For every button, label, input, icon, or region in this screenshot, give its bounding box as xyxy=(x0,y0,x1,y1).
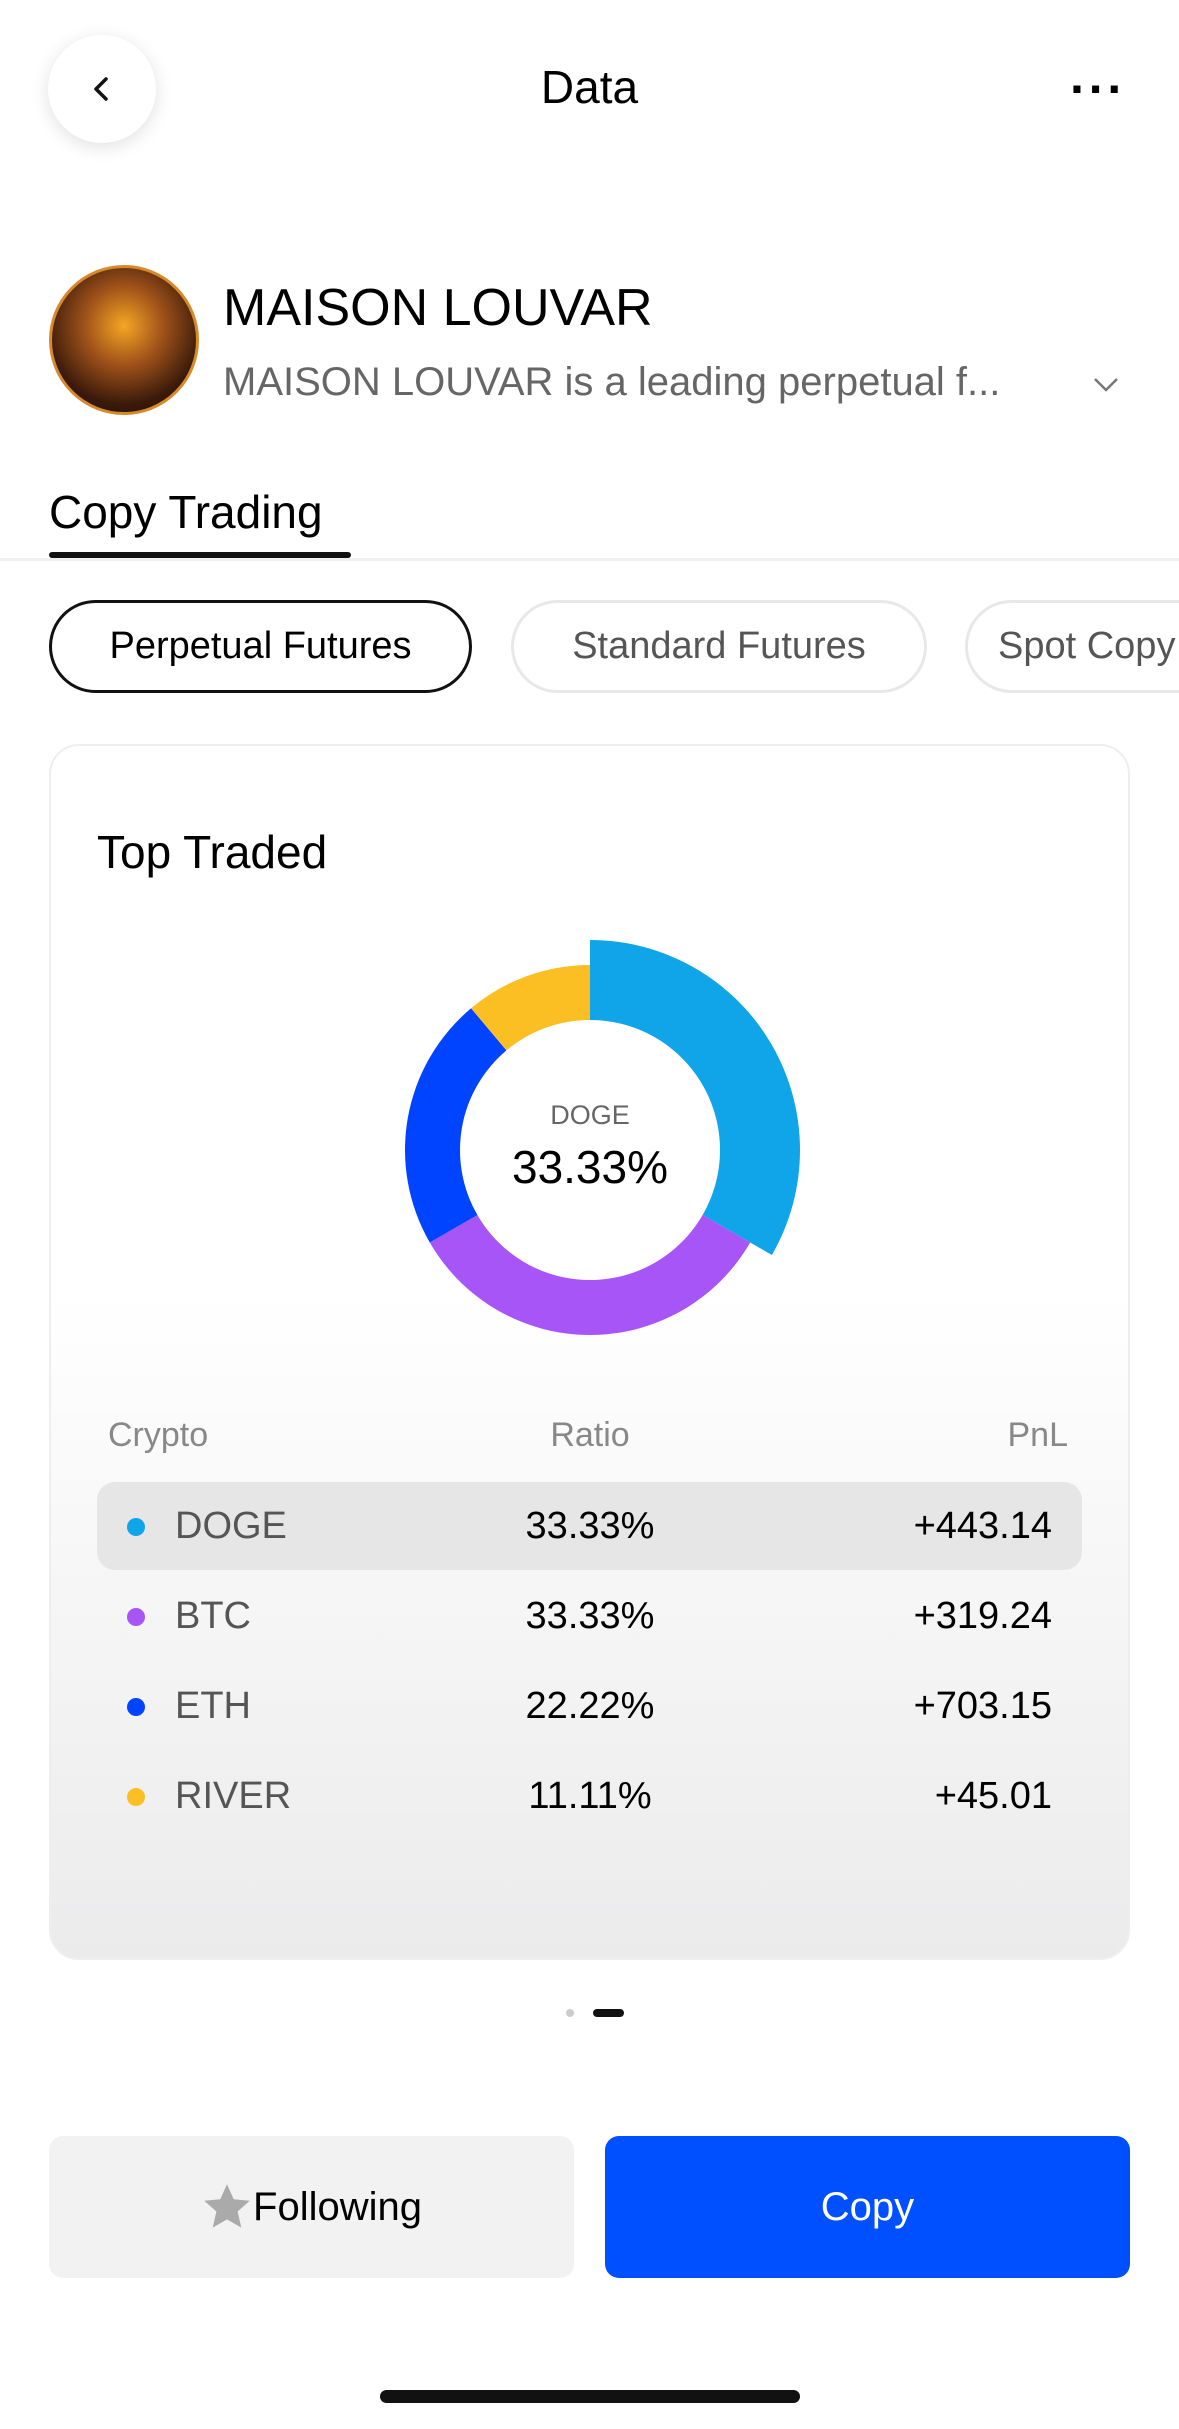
more-horizontal-icon[interactable]: ··· xyxy=(1070,61,1126,117)
table-row[interactable]: DOGE 33.33% +443.14 xyxy=(97,1482,1082,1570)
crypto-name: BTC xyxy=(175,1595,251,1637)
col-ratio: Ratio xyxy=(550,1416,630,1454)
copy-button[interactable]: Copy xyxy=(605,2136,1130,2278)
crypto-name: ETH xyxy=(175,1685,251,1727)
pager-dot-1[interactable] xyxy=(566,2009,574,2017)
chevron-left-icon xyxy=(94,77,108,101)
pnl-value: +319.24 xyxy=(913,1595,1052,1637)
table-row[interactable]: ETH 22.22% +703.15 xyxy=(97,1662,1082,1750)
color-dot xyxy=(127,1788,145,1806)
tab-divider xyxy=(0,558,1179,561)
pnl-value: +443.14 xyxy=(913,1505,1052,1547)
pager-dot-2-active[interactable] xyxy=(593,2009,624,2017)
color-dot xyxy=(127,1518,145,1536)
pnl-value: +45.01 xyxy=(934,1775,1052,1817)
col-pnl: PnL xyxy=(1007,1416,1069,1454)
col-crypto: Crypto xyxy=(108,1416,209,1454)
trader-name: MAISON LOUVAR xyxy=(223,279,653,337)
slice-btc[interactable] xyxy=(429,1215,751,1335)
donut-center-label: DOGE xyxy=(550,1100,630,1130)
table-row[interactable]: RIVER 11.11% +45.01 xyxy=(97,1752,1082,1840)
pnl-value: +703.15 xyxy=(913,1685,1052,1727)
filter-standard-futures[interactable]: Standard Futures xyxy=(511,600,927,693)
card-title: Top Traded xyxy=(97,826,328,878)
donut-chart xyxy=(405,940,800,1335)
slice-river[interactable] xyxy=(471,965,590,1051)
tab-copy-trading[interactable]: Copy Trading xyxy=(49,486,323,538)
color-dot xyxy=(127,1698,145,1716)
back-button[interactable] xyxy=(48,35,156,143)
filter-perpetual-futures[interactable]: Perpetual Futures xyxy=(49,600,472,693)
following-label: Following xyxy=(253,2184,422,2229)
donut-center-value: 33.33% xyxy=(511,1141,668,1193)
home-indicator xyxy=(380,2390,800,2403)
tab-indicator xyxy=(49,552,351,558)
table-row[interactable]: BTC 33.33% +319.24 xyxy=(97,1572,1082,1660)
top-traded-card xyxy=(49,744,1130,1960)
following-button[interactable]: Following xyxy=(49,2136,574,2278)
crypto-name: RIVER xyxy=(175,1775,292,1817)
trader-description[interactable]: MAISON LOUVAR is a leading perpetual f..… xyxy=(223,360,1001,404)
slice-doge[interactable] xyxy=(590,940,800,1255)
ratio-value: 22.22% xyxy=(525,1685,655,1727)
filter-spot-copy[interactable]: Spot Copy xyxy=(965,600,1179,693)
avatar xyxy=(49,265,199,415)
ratio-value: 11.11% xyxy=(528,1775,652,1817)
page-title: Data xyxy=(540,61,639,113)
color-dot xyxy=(127,1608,145,1626)
ratio-value: 33.33% xyxy=(525,1505,655,1547)
chevron-down-icon[interactable] xyxy=(1092,375,1120,395)
star-icon xyxy=(204,2184,250,2228)
ratio-value: 33.33% xyxy=(525,1595,655,1637)
slice-eth[interactable] xyxy=(405,1008,507,1243)
crypto-name: DOGE xyxy=(175,1505,287,1547)
